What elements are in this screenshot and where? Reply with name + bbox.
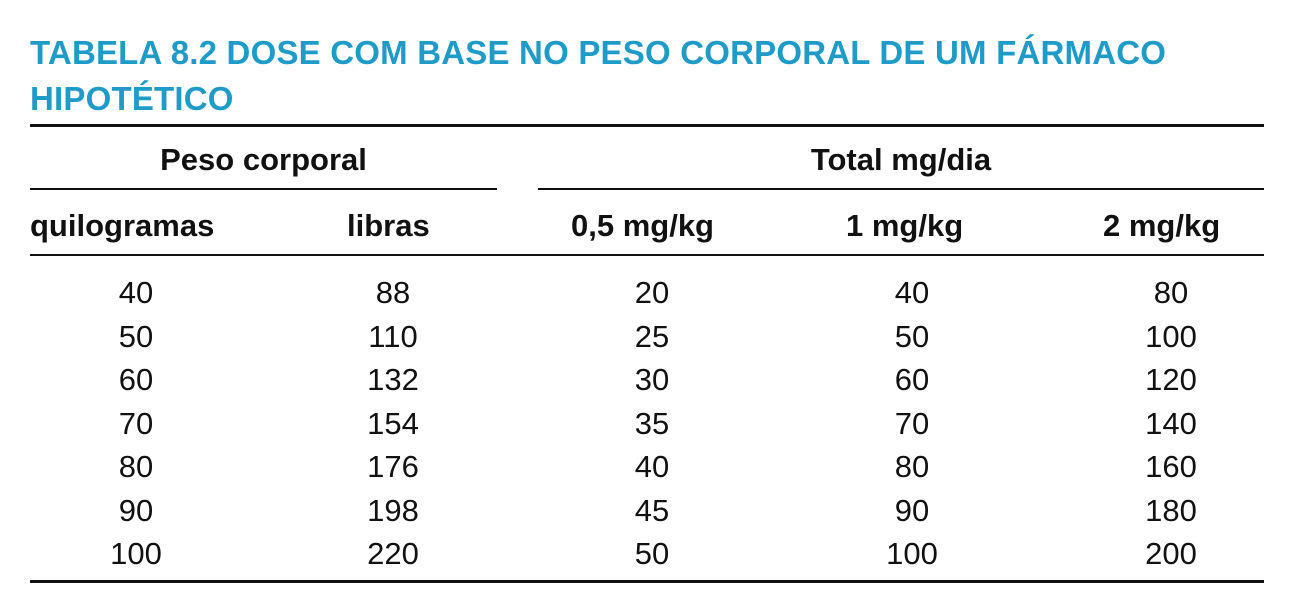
cell-kilograms: 60	[118, 362, 154, 397]
column-header-2-mg-kg: 2 mg/kg	[1103, 208, 1221, 243]
cell-pounds: 176	[367, 449, 419, 484]
cell-dose-2: 160	[1145, 449, 1197, 484]
cell-dose-0-5: 25	[634, 318, 670, 354]
cell-pounds: 132	[367, 362, 419, 397]
cell-pounds: 154	[367, 405, 419, 441]
table-title: TABELA 8.2 DOSE COM BASE NO PESO CORPORA…	[30, 34, 1167, 117]
table-row: 90 198 45 90 180	[0, 489, 1289, 533]
cell-dose-0-5: 30	[634, 362, 670, 397]
cell-dose-2: 180	[1145, 492, 1197, 528]
cell-dose-0-5: 35	[634, 405, 670, 441]
column-header-kilograms: quilogramas	[30, 208, 215, 243]
cell-dose-0-5: 20	[634, 275, 670, 310]
cell-kilograms: 50	[118, 318, 154, 354]
table-row: 50 110 25 50 100	[0, 315, 1289, 359]
table-row: 60 132 30 60 120	[0, 358, 1289, 402]
cell-kilograms: 90	[118, 492, 154, 528]
cell-dose-1: 70	[894, 405, 930, 441]
group-header-total-mg-day: Total mg/dia	[810, 142, 992, 177]
bottom-rule	[30, 580, 1264, 583]
table-row: 70 154 35 70 140	[0, 402, 1289, 446]
group-header-body-weight: Peso corporal	[160, 142, 367, 177]
cell-pounds: 220	[367, 536, 419, 571]
table-row: 100 220 50 100 200	[0, 532, 1289, 576]
cell-pounds: 198	[367, 492, 419, 528]
cell-dose-1: 50	[894, 318, 930, 354]
table-row: 80 176 40 80 160	[0, 445, 1289, 489]
group-rule-total-mg-day	[538, 188, 1264, 190]
top-rule	[30, 124, 1264, 127]
cell-dose-2: 120	[1145, 362, 1197, 397]
column-header-1-mg-kg: 1 mg/kg	[846, 208, 964, 243]
cell-dose-1: 60	[894, 362, 930, 397]
cell-dose-2: 100	[1145, 318, 1197, 354]
cell-dose-1: 90	[894, 492, 930, 528]
cell-dose-2: 80	[1153, 275, 1189, 310]
cell-kilograms: 40	[118, 275, 154, 310]
column-header-0-5-mg-kg: 0,5 mg/kg	[571, 208, 714, 243]
table-row: 40 88 20 40 80	[0, 271, 1289, 315]
cell-dose-0-5: 45	[634, 492, 670, 528]
group-rule-body-weight	[30, 188, 497, 190]
cell-dose-0-5: 50	[634, 536, 670, 571]
cell-dose-2: 140	[1145, 405, 1197, 441]
cell-dose-1: 100	[886, 536, 938, 571]
cell-dose-1: 80	[894, 449, 930, 484]
cell-kilograms: 80	[118, 449, 154, 484]
cell-dose-1: 40	[894, 275, 930, 310]
cell-dose-2: 200	[1145, 536, 1197, 571]
cell-pounds: 88	[375, 275, 411, 310]
cell-dose-0-5: 40	[634, 449, 670, 484]
cell-kilograms: 70	[118, 405, 154, 441]
table-body: 40 88 20 40 80 50 110 25 50 100 60 132 3…	[0, 271, 1289, 576]
column-header-pounds: libras	[347, 208, 430, 243]
cell-kilograms: 100	[110, 536, 162, 571]
cell-pounds: 110	[368, 318, 418, 354]
header-rule	[30, 254, 1264, 256]
